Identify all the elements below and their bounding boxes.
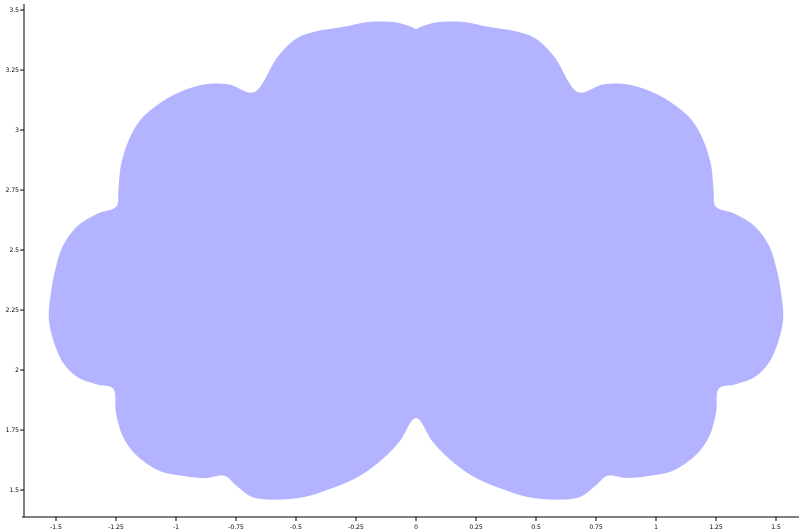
x-tick-label: -0.5: [290, 524, 302, 531]
x-tick-label: -1: [173, 524, 179, 531]
x-tick-label: -0.25: [348, 524, 364, 531]
x-tick-label: 1.5: [771, 524, 781, 531]
x-tick-label: -0.75: [228, 524, 244, 531]
y-tick-label: 1.75: [6, 427, 20, 434]
filled-region-series-0: [48, 21, 784, 500]
x-tick-label: -1.5: [50, 524, 62, 531]
x-tick-label: 0.75: [589, 524, 603, 531]
x-axis: -1.5 -1.25 -1 -0.75 -0.5 -0.25 0 0.25 0.5 0.75 1 1.…: [22, 516, 799, 531]
y-tick-label: 2: [15, 367, 19, 374]
x-tick-label: -1.25: [108, 524, 124, 531]
y-tick-label: 3: [15, 127, 19, 134]
x-tick-label: 0.5: [531, 524, 541, 531]
y-tick-label: 1.5: [9, 487, 19, 494]
x-tick-label: 0.25: [469, 524, 483, 531]
y-tick-label: 3.25: [6, 67, 20, 74]
x-tick-label: 1.25: [709, 524, 723, 531]
y-tick-label: 2.5: [9, 247, 19, 254]
y-tick-label: 3.5: [9, 7, 19, 14]
y-axis: 1.5 1.75 2 2.25 2.5 2.75 3 3.25 3.5: [6, 4, 25, 517]
y-tick-label: 2.25: [6, 307, 20, 314]
x-tick-label: 1: [654, 524, 658, 531]
y-tick-label: 2.75: [6, 187, 20, 194]
plot-area: [48, 21, 784, 500]
x-tick-label: 0: [414, 524, 418, 531]
